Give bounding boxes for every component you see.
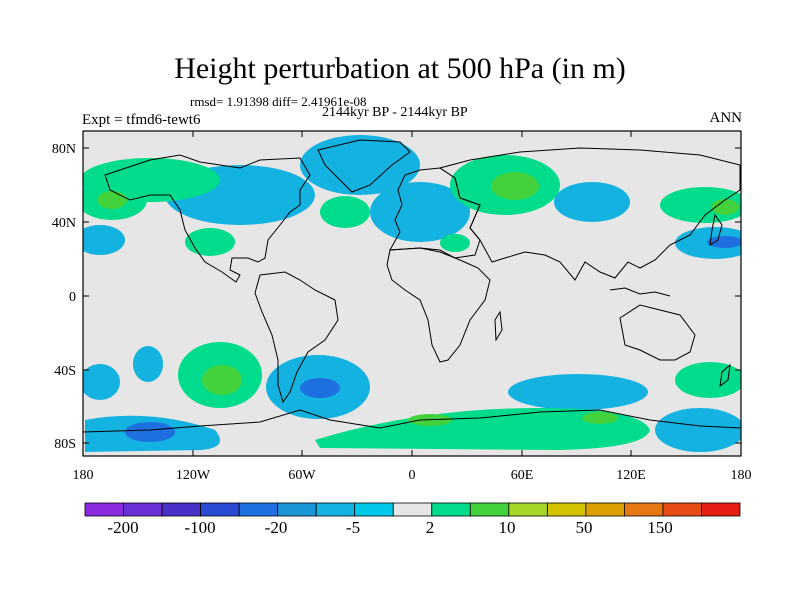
axis-ticks bbox=[83, 131, 741, 456]
contour-blue-spacific bbox=[133, 346, 163, 382]
season-label: ANN bbox=[709, 110, 743, 126]
experiment-label: Expt = tfmd6-tewt6 bbox=[82, 112, 201, 128]
colorbar-label-minus20: -20 bbox=[264, 518, 288, 537]
lon-label-60e: 60E bbox=[511, 468, 534, 483]
colorbar-box-11 bbox=[508, 502, 548, 517]
colorbar-label-minus200: -200 bbox=[107, 518, 139, 537]
contour-darkblue-satlantic bbox=[300, 378, 340, 398]
colorbar-box-0 bbox=[84, 502, 124, 517]
colorbar-label-2: 2 bbox=[425, 518, 435, 537]
colorbar-box-4 bbox=[238, 502, 279, 517]
colorbar-box-14 bbox=[624, 502, 664, 517]
coast-australia bbox=[619, 304, 696, 361]
contour-blue-arctic bbox=[300, 135, 420, 195]
colorbar-box-8 bbox=[392, 502, 433, 517]
contour-lightgreen-nwpacific bbox=[711, 199, 739, 215]
colorbar-box-7 bbox=[354, 502, 394, 517]
lon-label-180e: 180 bbox=[731, 468, 752, 483]
colorbar-box-16 bbox=[701, 502, 741, 517]
contour-green-mediterranean bbox=[440, 234, 470, 252]
contour-green-namerica-s bbox=[185, 228, 235, 256]
period-text: 2144kyr BP - 2144kyr BP bbox=[322, 105, 468, 120]
colorbar-box-6 bbox=[315, 502, 356, 517]
contour-lightgreen-spacific bbox=[202, 365, 242, 395]
colorbar-label-150: 150 bbox=[647, 518, 673, 537]
contour-green-southern-ocean bbox=[315, 408, 650, 450]
contour-darkblue-antarctic bbox=[125, 422, 175, 442]
coast-indonesia bbox=[609, 287, 671, 297]
colorbar-label-50: 50 bbox=[575, 518, 593, 537]
coast-asia bbox=[438, 147, 741, 281]
lon-label-180w: 180 bbox=[73, 468, 94, 483]
coast-japan bbox=[709, 213, 723, 246]
contour-lightgreen-siberia bbox=[491, 172, 539, 200]
lat-label-80n: 80N bbox=[52, 142, 76, 157]
contour-green-sw-pacific bbox=[675, 362, 741, 398]
stats-text: rmsd= 1.91398 diff= 2.41961e-08 bbox=[190, 94, 367, 109]
lat-label-0: 0 bbox=[69, 290, 76, 305]
contour-blue-asia bbox=[554, 182, 630, 222]
contour-blue-europe bbox=[370, 182, 470, 242]
contour-blue-npacific-w bbox=[83, 225, 125, 255]
lon-label-60w: 60W bbox=[288, 468, 316, 483]
lon-label-120e: 120E bbox=[616, 468, 646, 483]
colorbar-box-9 bbox=[431, 502, 471, 517]
lon-label-0: 0 bbox=[409, 468, 416, 483]
coast-south-america bbox=[254, 271, 339, 404]
colorbar-label-minus5: -5 bbox=[345, 518, 361, 537]
coast-north-america bbox=[104, 154, 311, 283]
contour-fields bbox=[83, 135, 741, 452]
lat-label-80s: 80S bbox=[54, 437, 76, 452]
colorbar-box-1 bbox=[123, 502, 163, 517]
colorbar-box-3 bbox=[200, 502, 240, 517]
colorbar-label-minus100: -100 bbox=[184, 518, 216, 537]
contour-blue-sindian bbox=[508, 374, 648, 410]
lat-label-40s: 40S bbox=[54, 364, 76, 379]
colorbar-box-13 bbox=[585, 502, 625, 517]
coast-africa bbox=[386, 247, 491, 363]
colorbar-box-2 bbox=[161, 502, 201, 517]
contour-lightgreen-southern-e bbox=[582, 412, 618, 424]
lat-label-40n: 40N bbox=[52, 216, 76, 231]
contour-lightgreen-npacific bbox=[97, 191, 127, 209]
contour-blue-antarctic-e bbox=[655, 408, 741, 452]
coastlines bbox=[83, 139, 741, 433]
lon-label-120w: 120W bbox=[176, 468, 211, 483]
colorbar-box-15 bbox=[662, 502, 702, 517]
colorbar bbox=[84, 502, 741, 517]
coast-madagascar bbox=[494, 310, 503, 342]
colorbar-box-10 bbox=[469, 502, 510, 517]
contour-blue-spacific-w bbox=[83, 364, 120, 400]
colorbar-box-12 bbox=[546, 502, 587, 517]
map-title: Height perturbation at 500 hPa (in m) bbox=[174, 52, 626, 85]
contour-green-natlantic bbox=[320, 196, 370, 228]
colorbar-label-10: 10 bbox=[498, 518, 516, 537]
colorbar-box-5 bbox=[277, 502, 317, 517]
coast-new-zealand bbox=[719, 363, 731, 388]
coast-antarctica bbox=[83, 409, 741, 433]
coast-greenland bbox=[317, 139, 411, 193]
contour-darkblue-npacific bbox=[707, 236, 741, 248]
